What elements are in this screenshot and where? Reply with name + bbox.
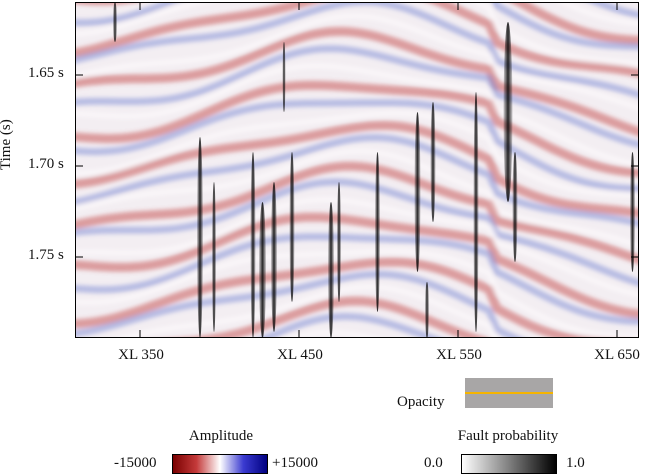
reflector-band (75, 110, 639, 198)
reflector-band (75, 257, 608, 338)
reflector-band (75, 2, 639, 99)
reflector-band (75, 27, 639, 137)
fault-overlay (113, 2, 635, 338)
reflector-band (75, 120, 639, 218)
fault-streak (250, 152, 256, 338)
fault-legend-title: Fault probability (457, 428, 559, 444)
reflector-band (75, 2, 639, 67)
x-tick-label: XL 450 (277, 347, 323, 363)
fault-streak (282, 42, 286, 112)
reflector-band (257, 312, 443, 338)
reflector-band (284, 330, 381, 338)
x-tick-label: XL 650 (594, 347, 640, 363)
fault-streak (630, 152, 635, 272)
fault-probability-colorbar[interactable] (461, 454, 557, 474)
amplitude-max-label: +15000 (272, 455, 318, 471)
x-tick-label: XL 350 (118, 347, 164, 363)
opacity-label: Opacity (397, 394, 445, 410)
reflector-band (75, 148, 639, 249)
amplitude-colorbar[interactable] (172, 454, 268, 474)
y-axis-title: Time (s) (0, 119, 14, 170)
fault-streak (271, 182, 277, 332)
seismic-reflectors (75, 2, 639, 338)
y-tick-label: 1.70 s (28, 156, 64, 172)
reflector-band (75, 2, 639, 45)
amplitude-legend-title: Amplitude (188, 428, 254, 444)
amplitude-min-label: -15000 (114, 455, 157, 471)
reflector-band (75, 13, 639, 111)
fault-streak (289, 152, 295, 302)
x-tick-marks (139, 2, 618, 338)
reflector-band (75, 133, 639, 228)
reflector-band (75, 248, 639, 338)
reflector-band (75, 197, 639, 298)
fault-max-label: 1.0 (566, 455, 585, 471)
fault-streak (503, 22, 513, 202)
reflector-band (75, 80, 639, 178)
fault-min-label: 0.0 (424, 455, 443, 471)
fault-streak (430, 102, 436, 222)
opacity-curve-line[interactable] (465, 392, 553, 394)
fault-streak (512, 152, 518, 262)
reflector-band (75, 233, 639, 325)
fault-streak (337, 182, 341, 302)
fault-streak (197, 137, 203, 338)
reflector-band (75, 270, 524, 338)
opacity-curve-editor[interactable] (465, 378, 553, 408)
fault-streak (425, 282, 429, 338)
plot-border (75, 2, 639, 338)
y-tick-marks (75, 74, 639, 258)
seismic-section-view[interactable] (75, 2, 639, 338)
reflector-band (75, 178, 639, 287)
reflector-band (75, 45, 639, 149)
y-tick-label: 1.75 s (28, 247, 64, 263)
fault-streak (113, 2, 117, 42)
reflector-band (75, 99, 639, 193)
reflector-band (114, 284, 498, 338)
reflector-band (75, 2, 639, 51)
y-tick-label: 1.65 s (28, 65, 64, 81)
fault-streak (414, 112, 421, 272)
reflector-band (75, 63, 639, 168)
reflector-band (75, 2, 639, 78)
fault-streak (328, 202, 334, 338)
fault-streak (473, 92, 479, 332)
reflector-band (176, 296, 489, 338)
fault-streak (375, 152, 380, 312)
reflector-band (75, 161, 639, 265)
fault-streak (212, 182, 216, 332)
reflector-band (75, 212, 639, 319)
x-tick-label: XL 550 (436, 347, 482, 363)
fault-streak (259, 202, 266, 338)
